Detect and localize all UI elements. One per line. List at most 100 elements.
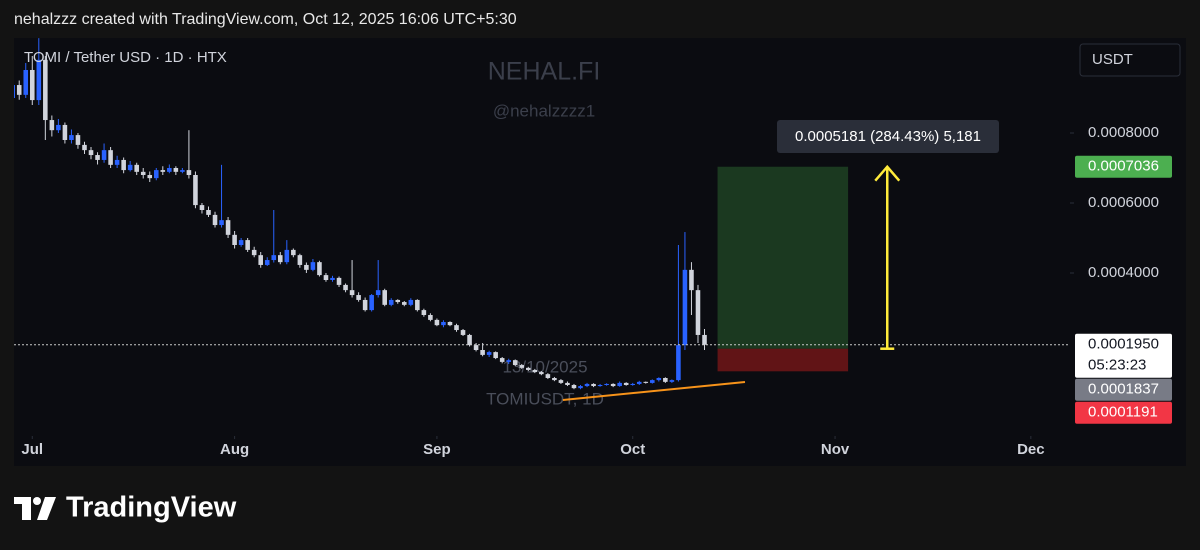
currency-button[interactable] [1079, 43, 1181, 77]
candle-body [336, 277, 342, 285]
annotation-box [777, 120, 999, 153]
candle-body [271, 255, 277, 261]
candle-body [95, 155, 100, 160]
candle-body [323, 275, 329, 280]
candle-body [69, 135, 74, 140]
candle-body [623, 382, 629, 386]
candle-body [160, 170, 166, 172]
candle-body [415, 299, 420, 311]
candle-body [193, 174, 198, 206]
logo-shape [33, 497, 41, 505]
candle-body [62, 124, 68, 140]
candle-body [539, 372, 544, 375]
price-label-box [1075, 378, 1172, 401]
candle-body [49, 120, 55, 131]
arrow-head [874, 164, 901, 182]
candle-body [36, 59, 42, 101]
candle-body [636, 381, 642, 384]
currency-button-label[interactable]: USDT [1092, 51, 1133, 68]
candle-body [584, 383, 590, 387]
candle-body [16, 85, 22, 95]
footer-brand: TradingView [66, 492, 237, 524]
candle-body [56, 124, 61, 131]
y-tick-label: 0.0006000 [1088, 194, 1159, 211]
candle-body [499, 358, 505, 362]
price-label: 0.0007036 [1088, 158, 1159, 175]
price-label: 0.0001191 [1088, 404, 1158, 421]
candle-body [297, 255, 303, 265]
candle-body [480, 350, 485, 355]
candle-body [245, 240, 250, 250]
candle-body [421, 310, 427, 316]
candle-body [23, 69, 29, 95]
candle-body [473, 345, 479, 351]
candle-body [676, 345, 681, 381]
candle-body [604, 383, 609, 386]
candle-body [212, 214, 218, 226]
candle-body [408, 299, 414, 305]
candle-body [486, 352, 492, 355]
candle-body [369, 295, 374, 311]
candle-body [558, 380, 564, 383]
candle-body [284, 249, 290, 263]
candle-body [669, 380, 675, 382]
candle-body [219, 220, 224, 226]
candle-body [656, 378, 662, 381]
candle-body [225, 220, 231, 235]
candle-body [140, 171, 146, 175]
candle-body [441, 322, 446, 326]
x-tick-label: Sep [423, 441, 451, 458]
candle-body [251, 249, 257, 256]
candle-body [206, 209, 211, 215]
candle-body [317, 262, 322, 276]
candle-body [147, 174, 153, 179]
candle-body [565, 382, 570, 386]
candle-body [14, 85, 15, 98]
candle-body [650, 380, 655, 383]
candle-body [447, 322, 453, 326]
candle-body [663, 378, 668, 382]
price-label-box [1075, 333, 1172, 378]
candle-body [388, 299, 394, 305]
candle-body [167, 167, 172, 172]
candle-body [532, 369, 538, 373]
candle-body [343, 284, 348, 291]
candle-body [382, 290, 387, 305]
candle-body [278, 255, 283, 263]
candle-body [121, 159, 126, 171]
footer-logo: TradingView [14, 492, 237, 524]
candle-body [375, 290, 381, 296]
countdown: 05:23:23 [1088, 357, 1146, 374]
candle-body [610, 383, 616, 387]
candle-body [186, 170, 192, 175]
profit-zone [717, 166, 849, 349]
candle-body [88, 150, 94, 156]
trendline [562, 380, 746, 402]
candle-body [330, 277, 335, 280]
candle-body [552, 378, 557, 381]
candle-body [291, 249, 296, 256]
candle-body [512, 360, 518, 366]
candle-body [519, 365, 525, 368]
candle-body [695, 290, 701, 335]
chart-panel [14, 38, 1186, 466]
logo-shape [37, 497, 56, 520]
candle-body [526, 367, 531, 370]
candle-body [460, 330, 466, 335]
annotation: 0.0005181 (284.43%) 5,181 [795, 128, 981, 145]
candle-body [617, 382, 622, 387]
candle-body [75, 135, 81, 145]
candle-body [356, 295, 361, 300]
candle-body [630, 383, 636, 386]
candle-body [310, 262, 316, 270]
candle-body [29, 69, 35, 101]
candle-body [395, 299, 401, 303]
x-tick-label: Dec [1017, 441, 1045, 458]
chart-watermark: 13/10/2025 [502, 357, 587, 376]
candle-body [493, 352, 498, 359]
candle-body [362, 299, 368, 311]
candle-body [101, 150, 107, 160]
price-label: 0.0001950 [1088, 336, 1159, 353]
